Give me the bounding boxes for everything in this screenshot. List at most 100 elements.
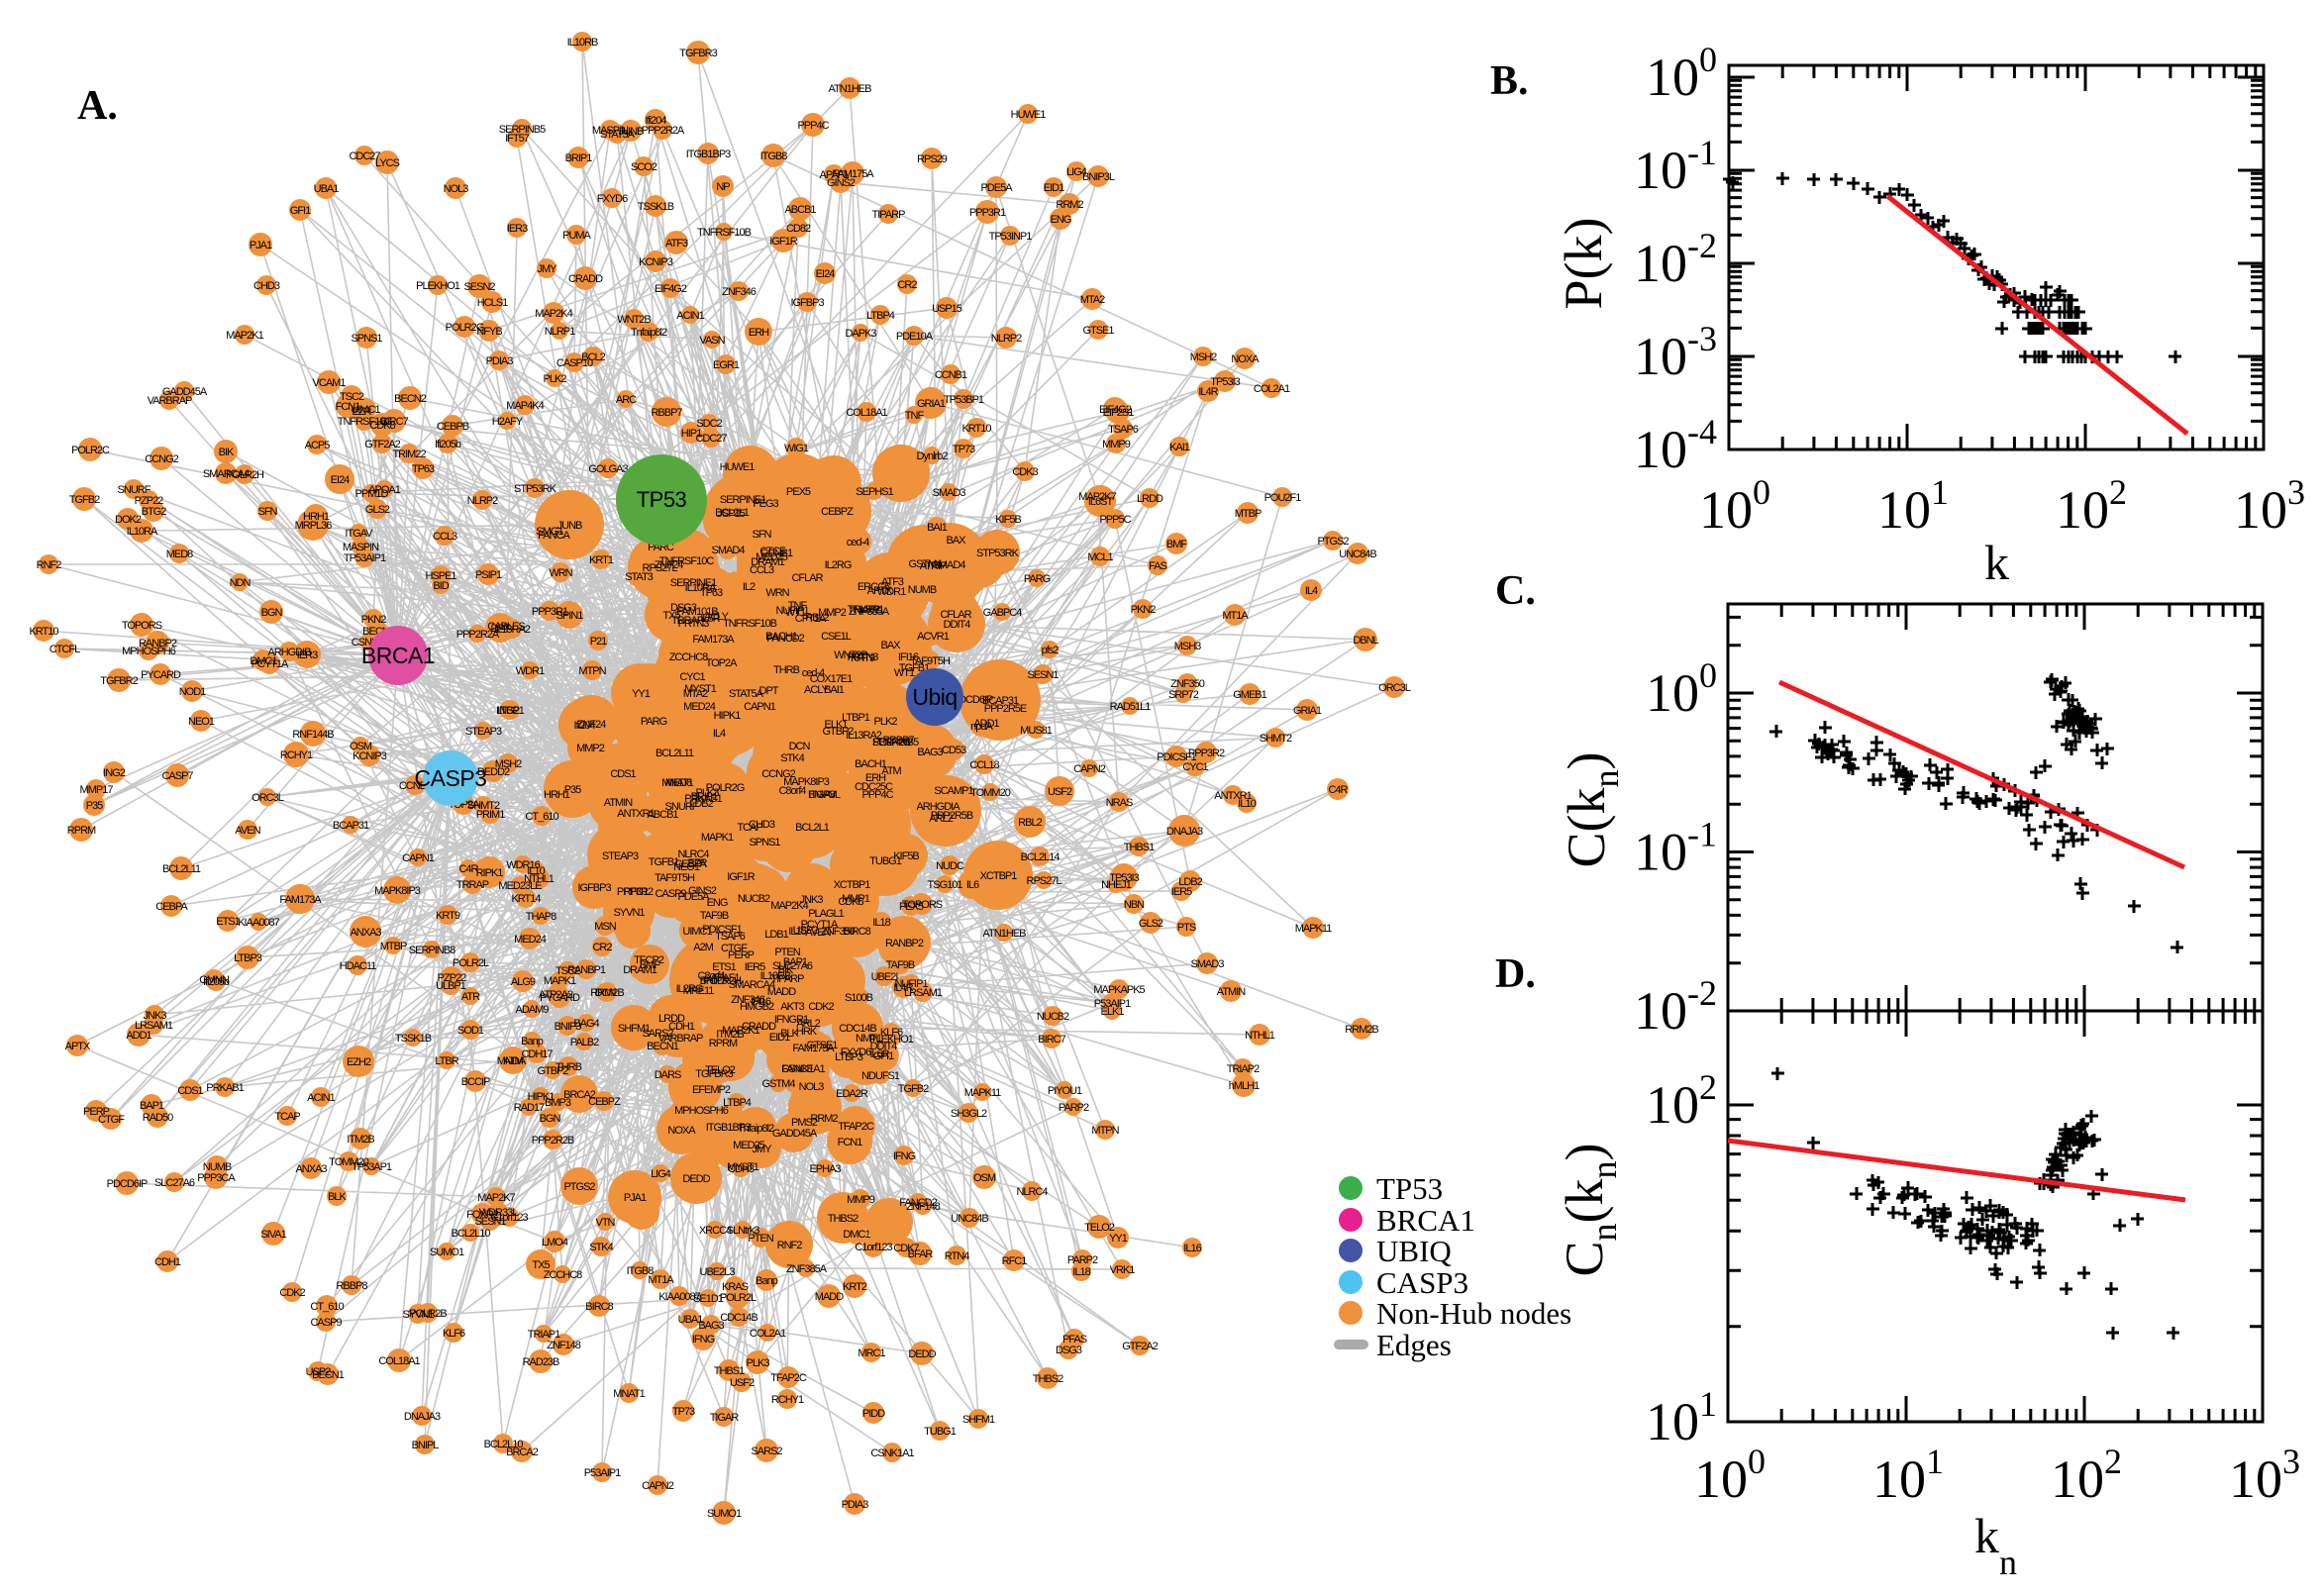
svg-text:DOK2: DOK2	[115, 514, 142, 526]
svg-text:SCAMP1: SCAMP1	[934, 785, 973, 797]
svg-text:ERH: ERH	[749, 327, 769, 339]
svg-text:ERCC6: ERCC6	[858, 581, 890, 593]
svg-text:BCCIP: BCCIP	[461, 1076, 490, 1088]
svg-text:TNFRSF10C: TNFRSF10C	[338, 416, 393, 428]
svg-text:POLR2G: POLR2G	[706, 782, 745, 794]
svg-text:MED24: MED24	[514, 934, 547, 946]
svg-text:IER3: IER3	[507, 223, 528, 235]
svg-text:TOMM20: TOMM20	[970, 787, 1011, 799]
svg-text:ETS1: ETS1	[216, 916, 240, 928]
svg-text:ATF3: ATF3	[881, 576, 904, 588]
svg-text:MMP9: MMP9	[847, 1194, 875, 1206]
svg-text:ATR: ATR	[461, 991, 480, 1003]
svg-text:CCL18: CCL18	[969, 759, 999, 771]
svg-text:GRIA1: GRIA1	[1293, 705, 1322, 717]
svg-text:IFNGR1: IFNGR1	[774, 1014, 809, 1026]
svg-text:GLS2: GLS2	[1139, 918, 1163, 930]
svg-text:COX17E1: COX17E1	[810, 673, 853, 685]
svg-text:KIAA0087: KIAA0087	[238, 917, 279, 929]
svg-text:LTBP4: LTBP4	[723, 1097, 752, 1109]
svg-text:USP15: USP15	[715, 508, 746, 520]
svg-text:XCTBP1: XCTBP1	[980, 870, 1018, 882]
svg-text:RTN4: RTN4	[945, 1250, 969, 1262]
svg-text:k: k	[1984, 535, 2009, 590]
svg-text:RBBP7: RBBP7	[882, 735, 914, 747]
svg-text:10-1: 10-1	[1634, 815, 1717, 882]
svg-text:UNC84B: UNC84B	[1339, 549, 1376, 560]
svg-text:TSG101: TSG101	[928, 879, 963, 891]
svg-text:USF2: USF2	[1048, 786, 1072, 798]
svg-text:IGFBP3: IGFBP3	[577, 882, 611, 894]
svg-text:ITGB1BP3: ITGB1BP3	[706, 1122, 751, 1134]
svg-text:GADD45A: GADD45A	[772, 1128, 818, 1140]
svg-text:BGN: BGN	[261, 607, 283, 619]
svg-text:UIMC1: UIMC1	[682, 926, 712, 938]
svg-text:UBE2L3: UBE2L3	[700, 1266, 736, 1278]
svg-text:ACP5: ACP5	[305, 440, 331, 451]
svg-text:BRCA1: BRCA1	[1376, 1203, 1475, 1238]
svg-text:PERP: PERP	[728, 949, 755, 961]
svg-text:PRKAB1: PRKAB1	[684, 793, 722, 805]
svg-text:UBA1: UBA1	[314, 183, 340, 195]
svg-text:PTS: PTS	[1177, 922, 1196, 934]
svg-text:LDB1: LDB1	[764, 929, 788, 941]
svg-text:CASP9: CASP9	[655, 888, 686, 900]
svg-text:ACVR1: ACVR1	[917, 631, 950, 643]
svg-text:IER5: IER5	[1171, 886, 1192, 898]
svg-text:SMARCA4: SMARCA4	[729, 979, 775, 991]
svg-text:MNAT1: MNAT1	[613, 1388, 645, 1400]
svg-text:ANTXR1: ANTXR1	[1214, 790, 1252, 802]
svg-text:IL13RA2: IL13RA2	[846, 730, 882, 742]
svg-text:PARP2: PARP2	[1059, 1102, 1089, 1114]
svg-text:CTGF: CTGF	[98, 1114, 125, 1126]
svg-text:MMP2: MMP2	[818, 607, 847, 619]
svg-text:DAPK3: DAPK3	[845, 328, 876, 340]
svg-text:NLRC4: NLRC4	[677, 848, 709, 860]
svg-text:VTN: VTN	[596, 1217, 616, 1229]
svg-text:PLK3: PLK3	[747, 1357, 770, 1369]
svg-text:TGFBR2: TGFBR2	[100, 675, 138, 687]
svg-text:RCHY1: RCHY1	[280, 749, 313, 761]
svg-text:IGF1R: IGF1R	[769, 236, 797, 248]
svg-text:PRTN3: PRTN3	[678, 618, 710, 630]
svg-text:CD82: CD82	[786, 223, 811, 235]
svg-text:BCAP31: BCAP31	[982, 695, 1019, 707]
svg-text:CDH3: CDH3	[728, 1163, 755, 1175]
svg-text:LTBP1: LTBP1	[496, 705, 525, 717]
svg-text:FAM173A: FAM173A	[279, 894, 322, 906]
svg-text:FANCA: FANCA	[538, 530, 570, 542]
svg-text:TUBG1: TUBG1	[924, 1426, 957, 1438]
svg-text:SUMO1: SUMO1	[430, 1247, 464, 1258]
svg-text:ULBP1: ULBP1	[436, 980, 466, 992]
svg-text:ADD1: ADD1	[973, 718, 999, 730]
svg-text:ACLY: ACLY	[704, 611, 730, 623]
svg-text:103: 103	[2234, 472, 2305, 540]
svg-text:CDC14B: CDC14B	[720, 1312, 758, 1324]
svg-text:TGFB1: TGFB1	[649, 856, 679, 868]
svg-text:POLR2B: POLR2B	[409, 1308, 447, 1320]
svg-text:KRT9: KRT9	[436, 910, 460, 922]
svg-text:PARP2: PARP2	[1067, 1254, 1098, 1266]
svg-text:npdA: npdA	[970, 721, 993, 733]
svg-text:CCNB1: CCNB1	[935, 369, 967, 381]
svg-text:IL6ST: IL6ST	[1088, 496, 1114, 508]
svg-text:KLF6: KLF6	[880, 1027, 903, 1039]
svg-text:SPNS1: SPNS1	[351, 333, 382, 345]
svg-text:SNURF: SNURF	[118, 484, 152, 496]
svg-text:SMAD4: SMAD4	[712, 545, 746, 556]
svg-text:CYC1: CYC1	[679, 671, 705, 683]
svg-text:ATP2A2: ATP2A2	[539, 989, 573, 1001]
svg-text:PPP2R5E: PPP2R5E	[984, 703, 1027, 715]
svg-text:PCYT1A: PCYT1A	[252, 658, 289, 670]
svg-text:CEBPA: CEBPA	[674, 858, 707, 870]
svg-text:ZNF346: ZNF346	[731, 994, 765, 1006]
svg-text:CTCF: CTCF	[759, 546, 786, 557]
svg-text:C4R: C4R	[458, 863, 478, 875]
svg-text:PARG: PARG	[641, 716, 667, 728]
svg-text:EGR1: EGR1	[713, 359, 740, 371]
svg-text:VARBRAP: VARBRAP	[148, 395, 192, 407]
svg-text:ADD1: ADD1	[126, 1030, 152, 1042]
svg-text:SERPINE1: SERPINE1	[670, 577, 717, 589]
svg-text:IL18: IL18	[872, 917, 890, 929]
svg-text:STP53RK: STP53RK	[976, 548, 1020, 559]
